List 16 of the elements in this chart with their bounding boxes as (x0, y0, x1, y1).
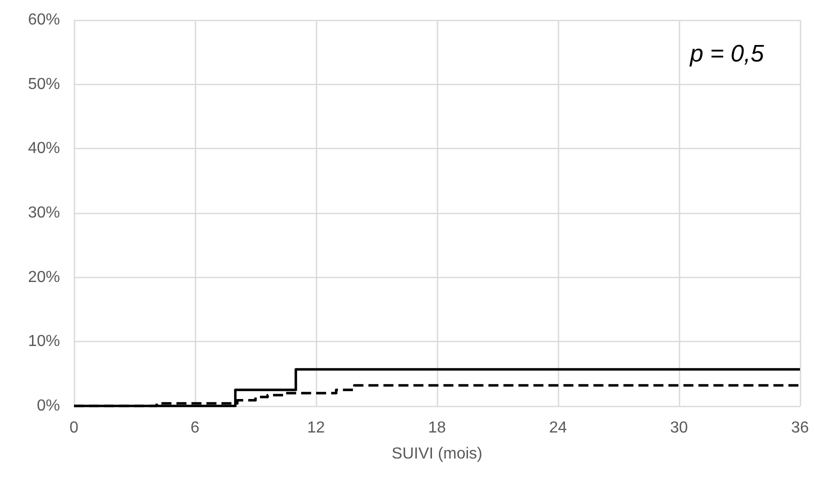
x-tick-label: 30 (670, 420, 688, 436)
y-tick-label: 50% (28, 76, 60, 93)
y-tick-label: 0% (36, 398, 60, 414)
x-tick-label: 24 (549, 420, 567, 436)
y-tick-label: 10% (28, 333, 60, 350)
x-axis-title: SUIVI (mois) (392, 446, 482, 462)
x-tick-label: 0 (70, 420, 79, 436)
x-tick-label: 12 (307, 420, 325, 436)
y-tick-label: 20% (28, 268, 60, 286)
annotation: p = 0,5 (688, 40, 765, 68)
x-tick-label: 36 (791, 420, 809, 436)
y-tick-label: 40% (28, 140, 60, 158)
x-tick-label: 6 (190, 420, 200, 436)
y-tick-label: 60% (28, 12, 60, 28)
x-tick-label: 18 (428, 420, 446, 436)
y-tick-label: 30% (28, 204, 60, 222)
